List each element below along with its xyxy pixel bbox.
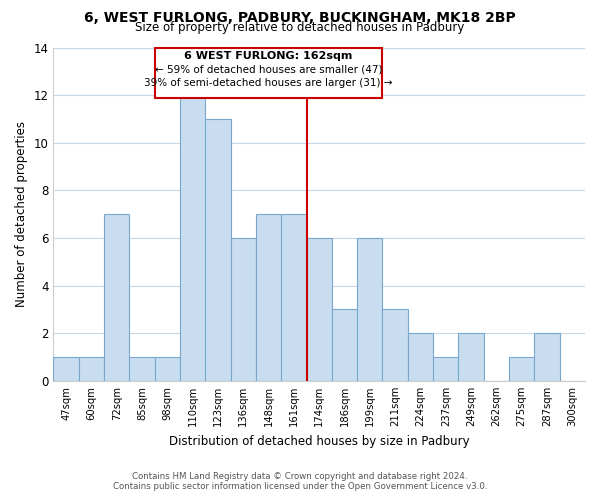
Bar	[256, 214, 281, 381]
Text: 6 WEST FURLONG: 162sqm: 6 WEST FURLONG: 162sqm	[184, 51, 353, 61]
Bar	[509, 357, 535, 381]
X-axis label: Distribution of detached houses by size in Padbury: Distribution of detached houses by size …	[169, 434, 470, 448]
Bar	[408, 334, 433, 381]
Bar	[130, 357, 155, 381]
Text: Contains HM Land Registry data © Crown copyright and database right 2024.
Contai: Contains HM Land Registry data © Crown c…	[113, 472, 487, 491]
Bar	[382, 310, 408, 381]
FancyBboxPatch shape	[155, 48, 382, 98]
Bar	[307, 238, 332, 381]
Bar	[205, 119, 230, 381]
Y-axis label: Number of detached properties: Number of detached properties	[15, 121, 28, 307]
Bar	[155, 357, 180, 381]
Text: 6, WEST FURLONG, PADBURY, BUCKINGHAM, MK18 2BP: 6, WEST FURLONG, PADBURY, BUCKINGHAM, MK…	[84, 11, 516, 25]
Text: ← 59% of detached houses are smaller (47): ← 59% of detached houses are smaller (47…	[155, 64, 382, 74]
Bar	[357, 238, 382, 381]
Bar	[180, 95, 205, 381]
Bar	[535, 334, 560, 381]
Bar	[104, 214, 130, 381]
Bar	[230, 238, 256, 381]
Bar	[79, 357, 104, 381]
Bar	[332, 310, 357, 381]
Bar	[433, 357, 458, 381]
Bar	[53, 357, 79, 381]
Text: Size of property relative to detached houses in Padbury: Size of property relative to detached ho…	[136, 22, 464, 35]
Bar	[281, 214, 307, 381]
Bar	[458, 334, 484, 381]
Text: 39% of semi-detached houses are larger (31) →: 39% of semi-detached houses are larger (…	[145, 78, 393, 88]
